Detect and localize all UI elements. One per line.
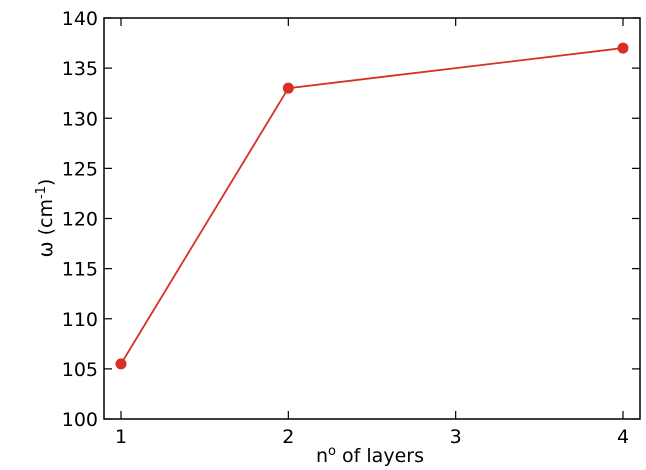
x-tick-label: 3	[450, 426, 462, 448]
data-point	[282, 82, 294, 94]
y-tick-label: 125	[62, 158, 98, 180]
x-tick-label: 4	[617, 426, 629, 448]
data-point	[617, 42, 629, 54]
axis-ticks	[104, 17, 640, 420]
y-tick-label: 120	[62, 209, 98, 231]
y-tick-label: 130	[62, 108, 98, 130]
tick-labels: 1 2 3 4 100 105 110 115 120 125 130 135 140	[62, 8, 629, 448]
x-axis-title: no of layers	[316, 444, 424, 467]
y-tick-label: 135	[62, 58, 98, 80]
series-line	[120, 47, 624, 365]
y-tick-label: 105	[62, 359, 98, 381]
x-tick-label: 1	[115, 426, 127, 448]
data-point	[115, 358, 127, 370]
y-tick-label: 100	[62, 409, 98, 431]
y-tick-label: 115	[62, 259, 98, 281]
y-axis-title: ω (cm-1)	[34, 179, 57, 258]
data-series	[115, 42, 629, 370]
x-tick-label: 2	[282, 426, 294, 448]
y-tick-label: 110	[62, 309, 98, 331]
y-tick-label: 140	[62, 8, 98, 30]
